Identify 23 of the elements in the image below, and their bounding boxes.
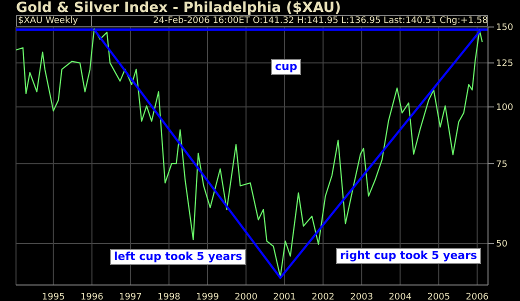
y-tick-label: 50 [496, 240, 508, 250]
x-tick-label: 1998 [158, 292, 181, 301]
x-tick-label: 2006 [466, 292, 489, 301]
x-tick-label: 2005 [427, 292, 450, 301]
annotation: right cup took 5 years [336, 248, 482, 264]
x-tick-label: 1999 [196, 292, 220, 301]
y-tick-label: 100 [496, 103, 514, 114]
x-tick-label: 2001 [273, 292, 296, 301]
x-tick-label: 2004 [388, 292, 412, 301]
x-tick-label: 2003 [350, 292, 374, 301]
text: 24-Feb-2006 16:00ET O:141.32 H:141.95 L:136.95 Last:140.51 Chg:+1.58 [152, 15, 488, 27]
chart-title: Gold & Silver Index - Philadelphia ($XAU) [16, 0, 342, 16]
x-tick-label: 2000 [234, 292, 258, 301]
annotation: left cup took 5 years [110, 249, 246, 265]
x-tick-label: 1997 [118, 292, 142, 301]
x-tick-label: 1996 [80, 292, 104, 301]
y-tick-label: 150 [496, 23, 514, 34]
y-tick-label: 125 [496, 59, 514, 70]
x-tick-label: 1995 [42, 292, 65, 301]
annotation: cup [271, 59, 302, 75]
x-tick-label: 2002 [312, 292, 335, 301]
y-tick-label: 75 [496, 160, 508, 170]
chart-subtitle: $XAU Weekly [18, 15, 78, 27]
